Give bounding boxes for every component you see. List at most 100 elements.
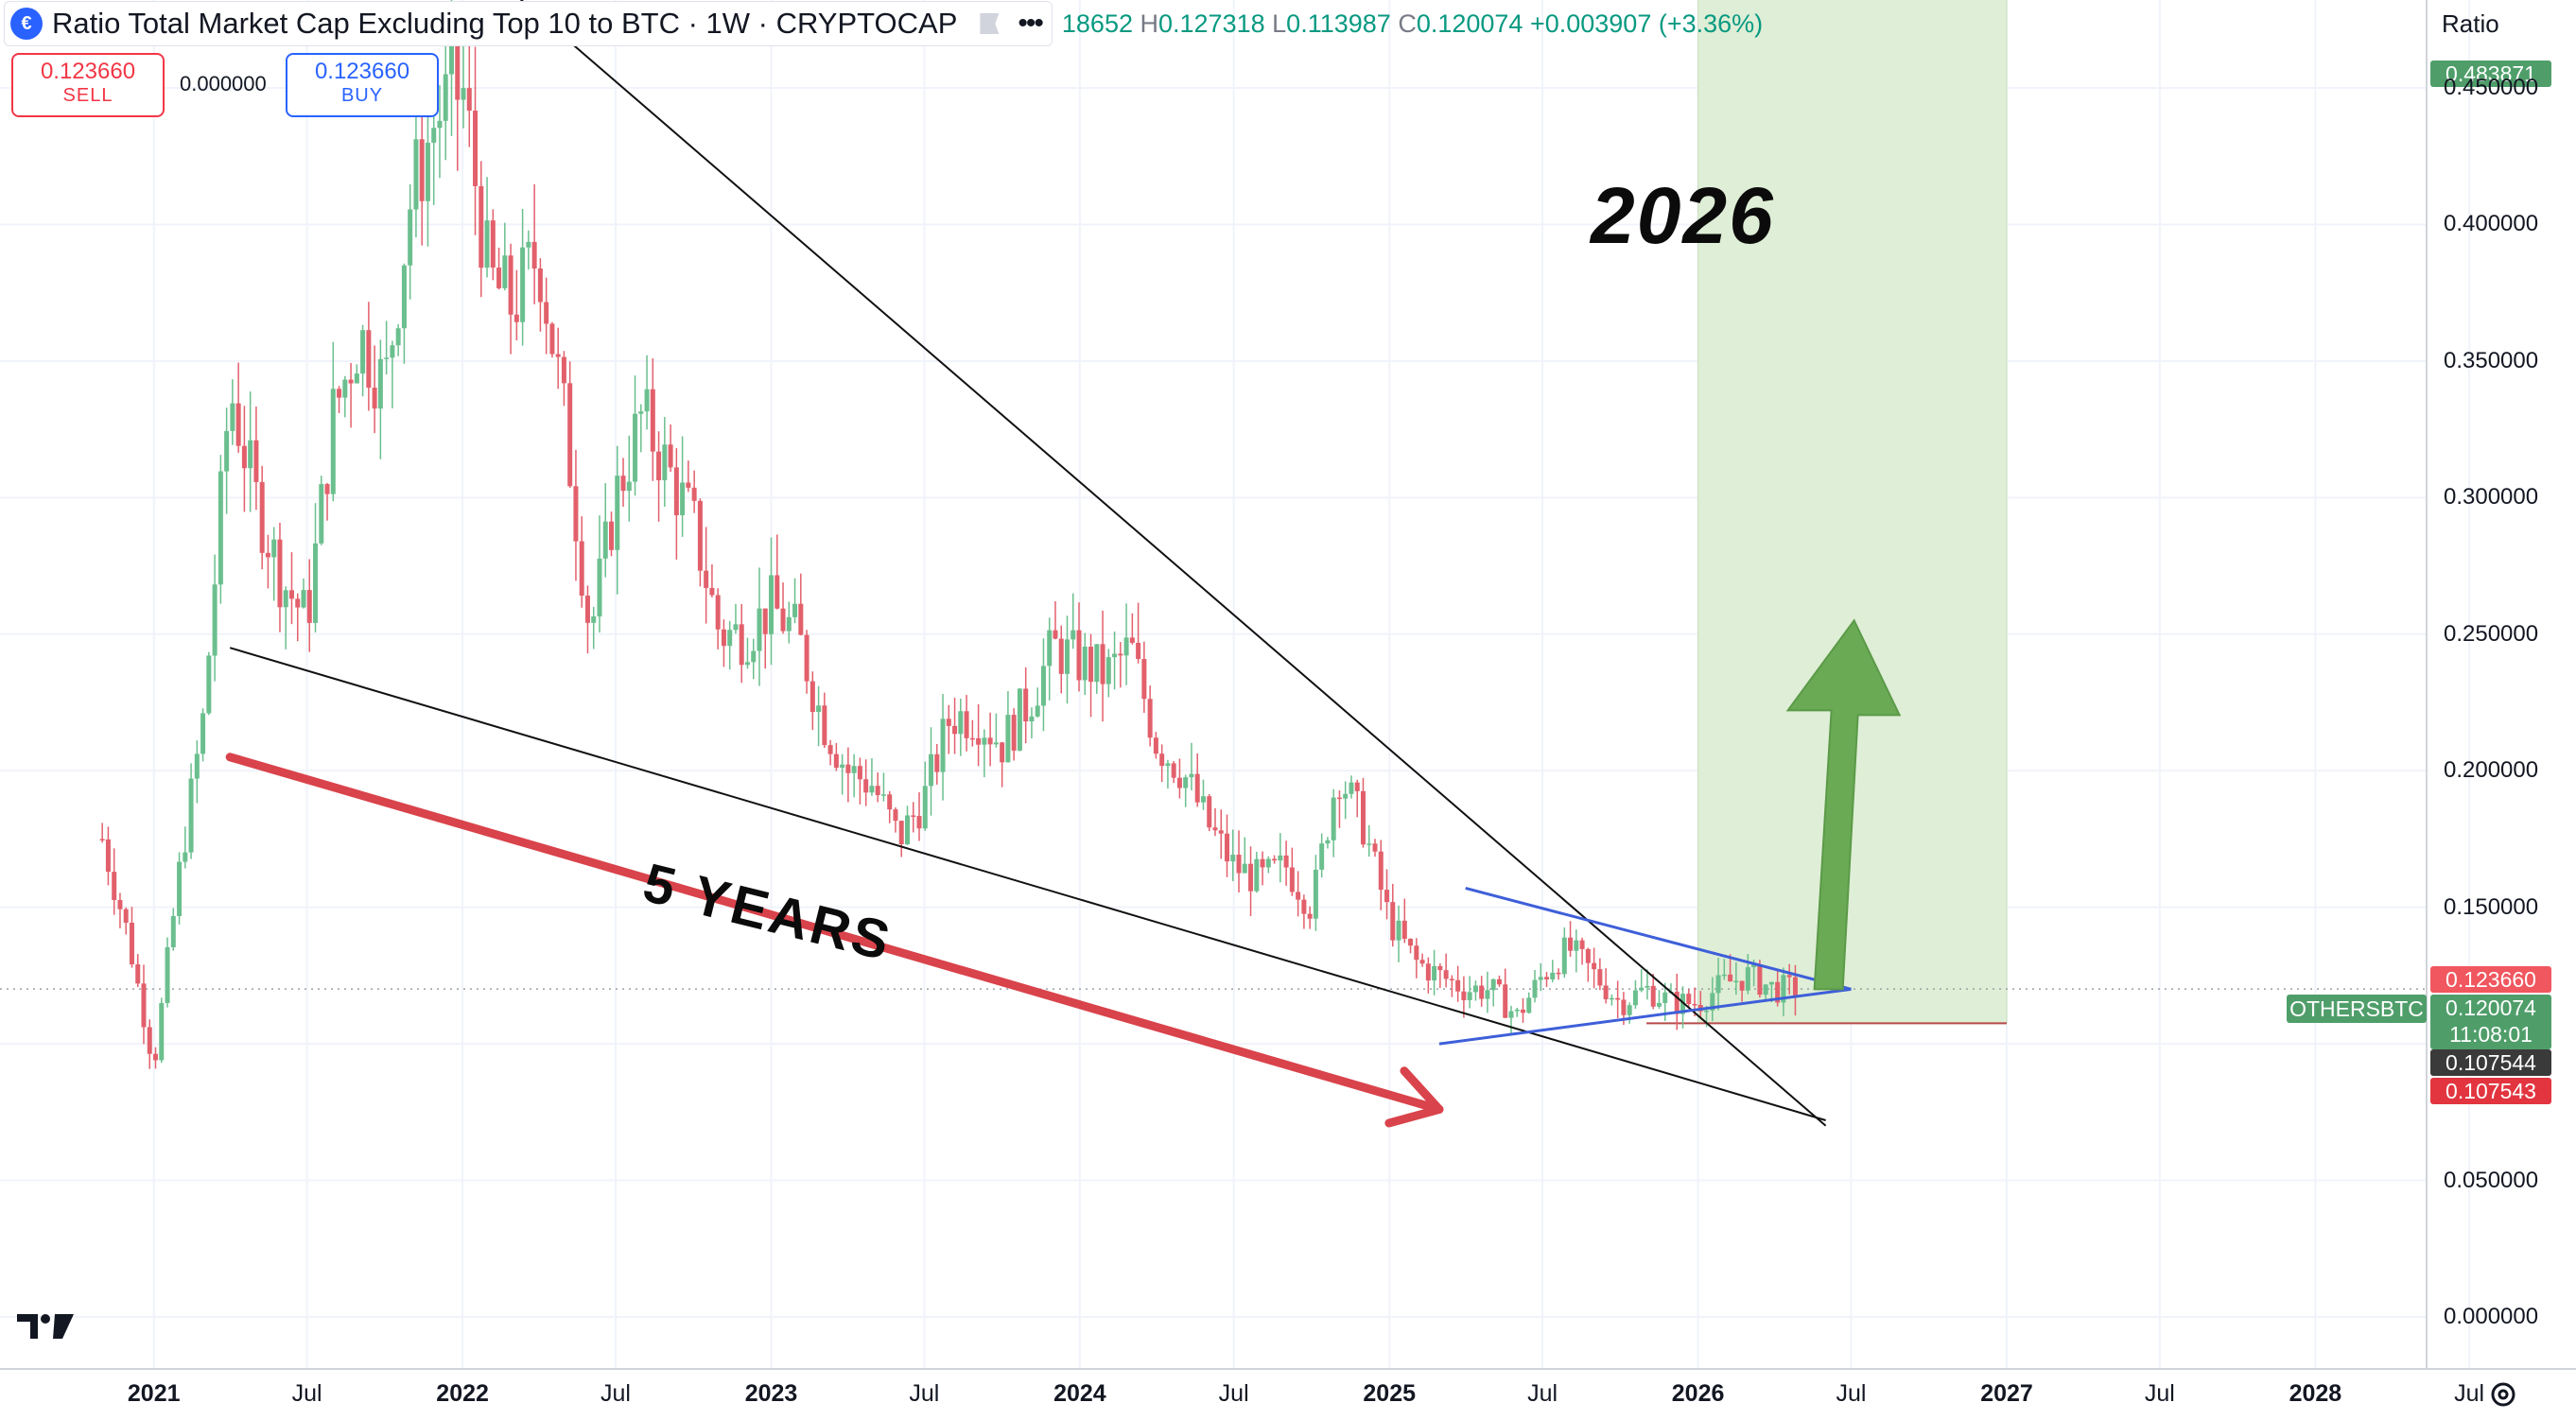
candle-body: [1781, 975, 1786, 1003]
candle-body: [934, 753, 940, 772]
candle-body: [822, 705, 827, 746]
candle: [372, 345, 377, 434]
candle-body: [638, 411, 644, 414]
candle-body: [987, 737, 993, 745]
candle-body: [875, 786, 880, 796]
candle: [484, 177, 490, 278]
candle-body: [1544, 977, 1550, 979]
candle: [1490, 978, 1496, 1007]
lower-trendline[interactable]: [229, 647, 1826, 1121]
candle: [1129, 613, 1135, 645]
candle: [277, 522, 283, 632]
candle: [230, 379, 235, 445]
candle-body: [851, 766, 857, 773]
settings-gear-icon[interactable]: [2489, 1380, 2517, 1409]
candle: [1313, 855, 1318, 931]
time-tick-label: 2023: [744, 1380, 798, 1407]
descending-trendline[interactable]: [513, 0, 1827, 1127]
buy-button[interactable]: 0.123660 BUY: [286, 53, 439, 117]
candle-body: [952, 725, 958, 735]
triangle-lower-line[interactable]: [1438, 987, 1852, 1046]
green-arrow[interactable]: [1785, 618, 1902, 991]
buy-price: 0.123660: [314, 59, 410, 84]
candle: [319, 476, 324, 545]
candle-body: [1792, 977, 1798, 997]
candle: [1076, 602, 1082, 692]
candle-body: [1076, 630, 1082, 681]
candle-body: [513, 314, 519, 322]
more-icon[interactable]: •••: [1018, 8, 1043, 39]
candle: [1419, 953, 1425, 967]
high-price-tag: 0.483871: [2430, 61, 2551, 87]
candle-body: [1396, 920, 1401, 941]
candle: [1503, 968, 1508, 1019]
candle-body: [1242, 863, 1247, 874]
year-annotation[interactable]: 2026: [1591, 171, 1775, 260]
candle: [324, 482, 330, 521]
candle-body: [869, 786, 875, 793]
candle-body: [626, 481, 632, 492]
candle-body: [715, 595, 721, 630]
triangle-upper-line[interactable]: [1465, 886, 1852, 991]
red-arrow[interactable]: [225, 753, 1444, 1128]
candle: [969, 719, 975, 747]
candle: [1354, 779, 1360, 818]
candle: [982, 729, 987, 778]
candle: [544, 277, 549, 355]
candle-body: [1384, 890, 1390, 903]
candle: [893, 806, 898, 833]
candle-body: [1710, 993, 1715, 1011]
candle-body: [1597, 969, 1603, 986]
candle-body: [1230, 855, 1236, 862]
spread-value: 0.000000: [180, 72, 267, 95]
candle: [786, 601, 792, 644]
candle-body: [1639, 987, 1645, 991]
price-tick-label: 0.450000: [2444, 75, 2539, 100]
candle-body: [531, 241, 537, 268]
sell-button[interactable]: 0.123660 SELL: [11, 53, 165, 117]
candle-body: [129, 922, 134, 965]
symbol-tag: OTHERSBTC: [2287, 995, 2427, 1023]
candle-body: [1278, 855, 1283, 861]
candle: [1088, 633, 1094, 718]
candle-body: [1159, 753, 1165, 767]
candle: [609, 511, 615, 557]
candle: [301, 578, 306, 609]
candle-body: [384, 357, 390, 359]
candle-body: [1136, 642, 1141, 660]
candle: [615, 445, 620, 595]
candle-body: [1467, 992, 1472, 1000]
time-tick-label: Jul: [909, 1380, 940, 1407]
candle: [1715, 958, 1721, 1011]
candle: [887, 790, 893, 823]
candle: [656, 431, 662, 522]
candle: [555, 327, 561, 390]
candle-body: [668, 444, 673, 468]
candle-body: [141, 983, 147, 1028]
candle: [1786, 963, 1792, 995]
candle: [1425, 957, 1431, 994]
flag-icon[interactable]: [978, 11, 1001, 36]
candle-body: [1568, 937, 1574, 951]
tradingview-logo-icon[interactable]: [17, 1312, 76, 1341]
candle: [579, 516, 584, 608]
candle-body: [1360, 790, 1366, 845]
candle-body: [597, 558, 602, 617]
symbol-title[interactable]: Ratio Total Market Cap Excluding Top 10 …: [52, 7, 958, 40]
target-zone[interactable]: [1697, 0, 2008, 1024]
candle-body: [1775, 981, 1781, 1003]
candle-body: [1207, 796, 1212, 828]
candle-body: [1112, 653, 1118, 658]
symbol-title-box[interactable]: € Ratio Total Market Cap Excluding Top 1…: [4, 1, 1053, 46]
candle-body: [1040, 666, 1046, 706]
candle-body: [330, 389, 336, 494]
candle-body: [1189, 773, 1194, 778]
candle-body: [1592, 962, 1597, 970]
candle-body: [673, 467, 679, 515]
candle-body: [1632, 990, 1638, 1006]
candle: [1082, 632, 1088, 696]
candle: [1159, 744, 1165, 783]
candle-body: [366, 330, 372, 389]
candle-body: [1194, 773, 1200, 803]
